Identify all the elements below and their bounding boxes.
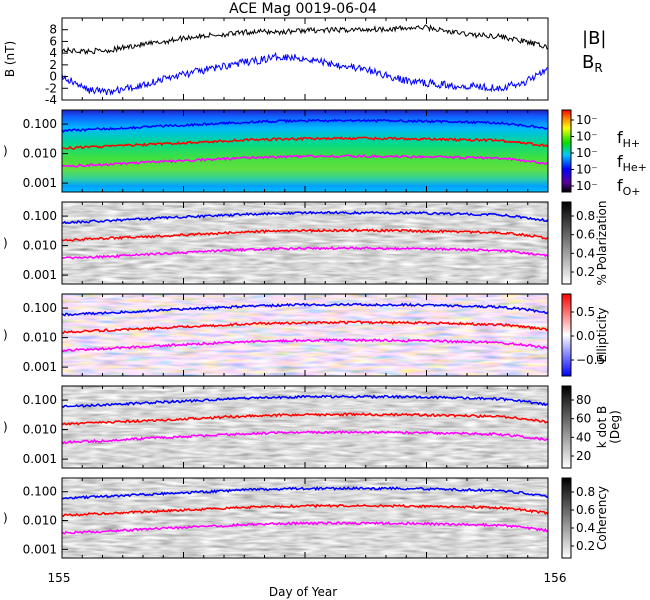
heatmap-fill xyxy=(62,478,548,558)
colorbar-4 xyxy=(561,385,572,469)
colorbar-label-5: Coherency xyxy=(595,486,609,550)
colorbar-tick-1-4: 10⁻ xyxy=(576,179,598,193)
hm4-y-tick-1: 0.010 xyxy=(23,423,57,437)
colorbar-tick-1-1: 10⁻ xyxy=(576,130,598,144)
panel-heatmap-4: 0.100 0.010 0.001) 80 60 40 20 k dot B (Deg) xyxy=(3,385,622,469)
colorbar-tick-2-1: 0.6 xyxy=(576,228,595,242)
x-tick-start: 155 xyxy=(48,571,71,585)
series-line-b-total xyxy=(61,24,549,56)
hm1-y-tick-2: 0.001 xyxy=(23,176,57,190)
hm3-y-tick-1: 0.010 xyxy=(23,331,57,345)
colorbar-tick-2-3: 0.2 xyxy=(576,265,595,279)
freq-line-he-5 xyxy=(61,503,549,518)
colorbar-tick-5-1: 0.6 xyxy=(576,503,595,517)
colorbar-tick-4-1: 60 xyxy=(576,412,591,426)
hm3-y-tick-2: 0.001 xyxy=(23,360,57,374)
heatmap-fill xyxy=(62,294,548,376)
freq-line-he-3 xyxy=(61,320,549,335)
legend-freq-h: fH+ xyxy=(617,128,640,150)
colorbar-tick-4-2: 40 xyxy=(576,430,591,444)
colorbar-tick-5-0: 0.8 xyxy=(576,485,595,499)
b-y-axis-label: B (nT) xyxy=(3,41,17,77)
b-y-tick-2: 4 xyxy=(49,46,57,60)
freq-line-o-3 xyxy=(61,337,549,353)
hm2-y-tick-0: 0.100 xyxy=(23,209,57,223)
y-label-fragment-4: ) xyxy=(3,420,8,434)
colorbar-tick-1-0: 10⁻ xyxy=(576,113,598,127)
heatmap-fill xyxy=(62,110,548,192)
colorbar-1 xyxy=(561,109,572,193)
hm1-y-tick-0: 0.100 xyxy=(23,117,57,131)
freq-line-h-2 xyxy=(61,210,549,225)
freq-line-h-3 xyxy=(61,302,549,317)
hm3-y-tick-0: 0.100 xyxy=(23,301,57,315)
legend-freq-he: fHe+ xyxy=(617,152,647,174)
b-y-tick-3: 2 xyxy=(49,58,57,72)
colorbar-label-4: k dot B xyxy=(595,406,609,448)
colorbar-5 xyxy=(561,477,572,559)
freq-line-he-2 xyxy=(61,228,549,242)
colorbar-tick-3-0: 0.5 xyxy=(576,305,595,319)
colorbar-tick-4-0: 80 xyxy=(576,393,591,407)
colorbar-tick-4-3: 20 xyxy=(576,449,591,463)
legend-b-total: |B| xyxy=(582,28,606,49)
b-y-tick-5: -2 xyxy=(45,81,57,95)
panel-heatmap-1: 0.100 0.010 0.001) 10⁻ 10⁻ 10⁻ 10⁻ 10⁻ xyxy=(3,109,598,193)
y-label-fragment-1: ) xyxy=(3,144,8,158)
hm1-y-tick-1: 0.010 xyxy=(23,147,57,161)
colorbar-tick-5-2: 0.4 xyxy=(576,521,595,535)
b-y-tick-4: 0 xyxy=(49,70,57,84)
colorbar-label-3: Ellipticity xyxy=(595,308,609,363)
freq-line-he-4 xyxy=(61,412,549,426)
freq-line-h-5 xyxy=(61,486,549,500)
figure-title: ACE Mag 0019-06-04 xyxy=(229,1,377,17)
freq-line-h-4 xyxy=(61,394,549,409)
b-y-tick-6: -4 xyxy=(45,93,57,107)
colorbar-tick-2-0: 0.8 xyxy=(576,209,595,223)
heatmap-fill xyxy=(62,202,548,284)
colorbar-2 xyxy=(561,201,572,285)
colorbar-tick-3-2: −0.5 xyxy=(576,353,605,367)
colorbar-label-4-unit: (Deg) xyxy=(608,410,622,444)
hm4-y-tick-0: 0.100 xyxy=(23,393,57,407)
y-label-fragment-5: ) xyxy=(3,511,8,525)
hm5-y-tick-2: 0.001 xyxy=(23,542,57,556)
panel-heatmap-5: 0.100 0.010 0.001) 0.8 0.6 0.4 0.2 Coherency xyxy=(3,477,609,559)
freq-line-o-5 xyxy=(61,521,549,535)
freq-line-o-2 xyxy=(61,246,549,260)
y-label-fragment-3: ) xyxy=(3,328,8,342)
freq-line-h-1 xyxy=(61,118,549,133)
hm2-y-tick-1: 0.010 xyxy=(23,239,57,253)
freq-line-o-4 xyxy=(61,430,549,445)
freq-line-he-1 xyxy=(61,136,549,150)
hm2-y-tick-2: 0.001 xyxy=(23,268,57,282)
b-y-tick-0: 8 xyxy=(49,23,57,37)
hm4-y-tick-2: 0.001 xyxy=(23,452,57,466)
heatmap-fill xyxy=(62,386,548,468)
colorbar-tick-5-3: 0.2 xyxy=(576,539,595,553)
hm5-y-tick-1: 0.010 xyxy=(23,514,57,528)
colorbar-tick-3-1: 0.0 xyxy=(576,329,595,343)
hm5-y-tick-0: 0.100 xyxy=(23,485,57,499)
b-y-tick-1: 6 xyxy=(49,34,57,48)
colorbar-3 xyxy=(561,293,572,377)
series-line-b-r xyxy=(61,51,549,96)
colorbar-label-2: % Polarization xyxy=(595,201,609,286)
panel-heatmap-2: 0.100 0.010 0.001) 0.8 0.6 0.4 0.2% Polarizati… xyxy=(3,201,609,286)
colorbar-tick-1-3: 10⁻ xyxy=(576,163,598,177)
freq-line-o-1 xyxy=(61,154,549,168)
colorbar-tick-1-2: 10⁻ xyxy=(576,146,598,160)
legend-freq-o: fO+ xyxy=(617,176,641,198)
x-tick-end: 156 xyxy=(544,571,567,585)
legend-b-r: BR xyxy=(582,52,603,75)
colorbar-tick-2-2: 0.4 xyxy=(576,246,595,260)
y-label-fragment-2: ) xyxy=(3,236,8,250)
x-axis-label: Day of Year xyxy=(269,585,337,599)
